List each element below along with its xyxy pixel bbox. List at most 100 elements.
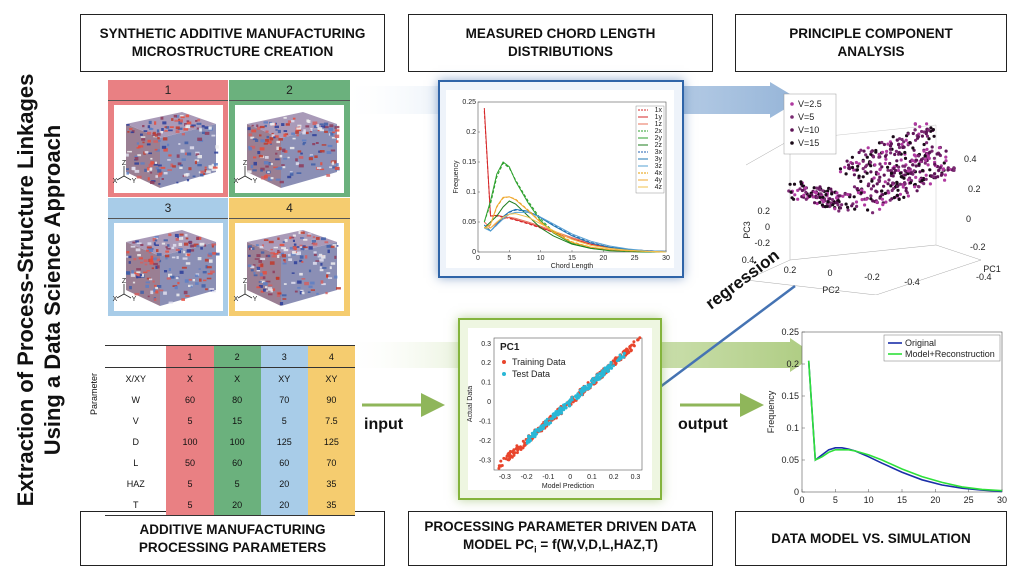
grain bbox=[276, 294, 280, 297]
grain bbox=[165, 126, 170, 129]
y-tick-label: 0 bbox=[794, 487, 799, 497]
grain bbox=[147, 167, 150, 171]
grain bbox=[145, 281, 150, 284]
test-point bbox=[557, 411, 561, 415]
grain bbox=[258, 281, 262, 283]
grain bbox=[200, 247, 203, 250]
pca-point bbox=[914, 175, 918, 179]
grain bbox=[316, 292, 319, 295]
pca-point bbox=[933, 172, 937, 176]
grain bbox=[259, 245, 264, 249]
legend-box bbox=[635, 105, 665, 194]
grain bbox=[259, 125, 265, 129]
grain bbox=[260, 167, 265, 171]
pca-point bbox=[897, 142, 901, 146]
test-point bbox=[622, 352, 626, 356]
grain bbox=[270, 290, 273, 293]
y-tick-label: 0.2 bbox=[466, 129, 476, 136]
y-tick-label: 0.2 bbox=[481, 360, 491, 367]
microstructure-cubes: Z X Y Z X Y Z X Y Z X Y bbox=[113, 105, 344, 311]
grain bbox=[185, 114, 190, 118]
grain bbox=[167, 159, 171, 161]
pca-point bbox=[843, 165, 847, 169]
grain bbox=[156, 285, 162, 288]
pca-point bbox=[937, 168, 941, 172]
pca-point bbox=[941, 167, 946, 171]
grain bbox=[316, 167, 322, 169]
microstructure-cube-3: Z X Y bbox=[113, 223, 223, 311]
grain bbox=[282, 166, 286, 169]
pca-point bbox=[898, 137, 902, 141]
quadrant-1-number: 1 bbox=[108, 80, 228, 101]
param-cell: XY bbox=[260, 367, 308, 389]
pca-point bbox=[884, 200, 888, 204]
pca-point bbox=[865, 171, 869, 175]
pca-point bbox=[883, 154, 888, 158]
grain bbox=[314, 155, 318, 158]
pca-point bbox=[922, 142, 926, 147]
series-line-Model+Reconstruction bbox=[807, 360, 1003, 492]
grain bbox=[307, 291, 311, 293]
grain bbox=[292, 239, 295, 242]
grain bbox=[172, 243, 177, 247]
test-point bbox=[531, 435, 535, 438]
grain bbox=[267, 171, 270, 173]
grain bbox=[296, 252, 299, 256]
grain bbox=[202, 131, 205, 134]
pca-point bbox=[903, 164, 907, 168]
grain bbox=[146, 249, 151, 252]
pca-point bbox=[932, 156, 936, 160]
grain bbox=[267, 287, 273, 289]
grain bbox=[299, 246, 303, 248]
grain bbox=[279, 243, 285, 247]
pca-point bbox=[867, 182, 871, 186]
grain bbox=[253, 156, 257, 159]
pca-point bbox=[862, 190, 866, 194]
grain bbox=[253, 272, 256, 275]
grain bbox=[313, 251, 317, 254]
grain bbox=[212, 166, 218, 169]
pca-point bbox=[916, 135, 920, 139]
y-tick-label: -0.3 bbox=[479, 457, 491, 464]
grain bbox=[184, 123, 188, 127]
grain bbox=[138, 145, 141, 149]
test-point bbox=[552, 412, 556, 416]
grain bbox=[146, 143, 151, 146]
grain bbox=[162, 121, 167, 125]
pca-point bbox=[926, 163, 930, 167]
header-synthetic-line1: SYNTHETIC ADDITIVE MANUFACTURING bbox=[99, 26, 366, 41]
test-point bbox=[607, 366, 611, 370]
pca-point bbox=[885, 149, 889, 153]
pca-point bbox=[835, 196, 839, 200]
training-point bbox=[497, 464, 501, 468]
grain bbox=[160, 166, 166, 169]
grain bbox=[248, 147, 252, 151]
param-cell: 60 bbox=[213, 452, 261, 473]
grain bbox=[279, 180, 284, 184]
pca-point bbox=[871, 211, 875, 215]
grain bbox=[306, 234, 312, 237]
pca-point bbox=[853, 207, 857, 211]
grain bbox=[140, 243, 144, 246]
pca-point bbox=[850, 204, 854, 208]
test-point bbox=[547, 422, 551, 426]
pca-point bbox=[930, 145, 934, 149]
pca-point bbox=[837, 194, 841, 198]
grain bbox=[297, 286, 301, 289]
pca-point bbox=[800, 188, 804, 193]
training-point bbox=[509, 454, 513, 458]
triad-y-label: Y bbox=[132, 296, 137, 303]
grain bbox=[198, 268, 201, 270]
param-cell: 5 bbox=[260, 410, 308, 431]
grain bbox=[209, 259, 213, 263]
grain bbox=[285, 123, 290, 126]
grain bbox=[322, 267, 327, 269]
x-tick-label: 0.1 bbox=[587, 474, 597, 481]
grain bbox=[205, 288, 208, 291]
legend-label-4z: 4z bbox=[655, 184, 663, 191]
test-point bbox=[602, 373, 606, 377]
pca-point bbox=[913, 185, 917, 189]
grain bbox=[250, 164, 254, 169]
grain bbox=[281, 164, 285, 166]
grain bbox=[130, 245, 136, 248]
